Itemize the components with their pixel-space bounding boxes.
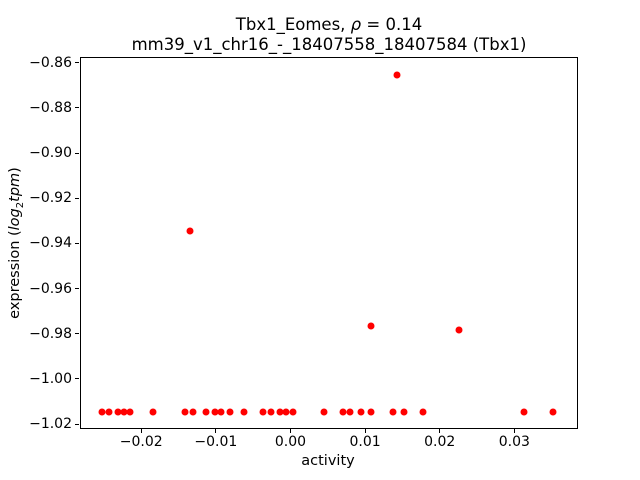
data-point bbox=[114, 408, 122, 416]
data-point bbox=[393, 71, 401, 79]
data-point bbox=[346, 408, 354, 416]
y-axis-label-log: log bbox=[7, 208, 23, 231]
y-tick-mark bbox=[75, 333, 79, 335]
y-tick-mark bbox=[75, 197, 79, 199]
y-tick-mark bbox=[75, 152, 79, 154]
x-tick-mark bbox=[289, 429, 291, 433]
data-point bbox=[367, 408, 375, 416]
y-tick-mark bbox=[75, 107, 79, 109]
y-tick-label: −1.02 bbox=[29, 416, 72, 433]
y-tick-mark bbox=[75, 62, 79, 64]
x-tick-mark bbox=[364, 429, 366, 433]
data-point bbox=[549, 408, 557, 416]
data-point bbox=[267, 408, 275, 416]
y-tick-label: −0.94 bbox=[29, 235, 72, 252]
data-point bbox=[400, 408, 408, 416]
y-tick-label: −0.96 bbox=[29, 280, 72, 297]
y-tick-mark bbox=[75, 378, 79, 380]
x-tick-mark bbox=[215, 429, 217, 433]
y-tick-mark bbox=[75, 242, 79, 244]
data-point bbox=[181, 408, 189, 416]
data-point bbox=[98, 408, 106, 416]
data-point bbox=[202, 408, 210, 416]
y-tick-label: −0.86 bbox=[29, 54, 72, 71]
data-point bbox=[105, 408, 113, 416]
title-gene-pair: Tbx1_Eomes, bbox=[235, 15, 351, 34]
title-rho-symbol: ρ bbox=[350, 15, 362, 34]
data-point bbox=[320, 408, 328, 416]
data-point bbox=[120, 408, 128, 416]
data-point bbox=[455, 326, 463, 334]
x-tick-mark bbox=[140, 429, 142, 433]
x-tick-mark bbox=[439, 429, 441, 433]
x-tick-mark bbox=[513, 429, 515, 433]
data-point bbox=[282, 408, 290, 416]
data-point bbox=[389, 408, 397, 416]
data-point bbox=[357, 408, 365, 416]
data-point bbox=[240, 408, 248, 416]
data-point bbox=[186, 227, 194, 235]
data-point bbox=[217, 408, 225, 416]
x-tick-label: −0.01 bbox=[194, 434, 238, 450]
data-point bbox=[289, 408, 297, 416]
data-point bbox=[149, 408, 157, 416]
chart-title: Tbx1_Eomes, ρ = 0.14 mm39_v1_chr16_-_184… bbox=[80, 15, 578, 54]
chart-title-line2: mm39_v1_chr16_-_18407558_18407584 (Tbx1) bbox=[131, 34, 527, 54]
data-point bbox=[367, 322, 375, 330]
y-tick-label: −0.98 bbox=[29, 325, 72, 342]
data-point bbox=[520, 408, 528, 416]
data-point bbox=[339, 408, 347, 416]
y-tick-label: −0.90 bbox=[29, 145, 72, 162]
y-axis-label-paren: ) bbox=[7, 167, 23, 173]
y-tick-label: −0.88 bbox=[29, 99, 72, 116]
x-tick-label: 0.01 bbox=[349, 434, 381, 450]
title-rho-value: = 0.14 bbox=[361, 15, 423, 34]
y-tick-mark bbox=[75, 288, 79, 290]
x-tick-label: 0.03 bbox=[498, 434, 530, 450]
plot-area bbox=[80, 57, 578, 429]
x-tick-label: −0.02 bbox=[119, 434, 163, 450]
data-point bbox=[226, 408, 233, 416]
data-point bbox=[189, 408, 197, 416]
data-point bbox=[126, 408, 134, 416]
data-point bbox=[211, 408, 219, 416]
data-point bbox=[419, 408, 427, 416]
chart-title-line1: Tbx1_Eomes, ρ = 0.14 bbox=[80, 15, 578, 35]
y-tick-label: −0.92 bbox=[29, 190, 72, 207]
data-point bbox=[276, 408, 283, 416]
y-tick-label: −1.00 bbox=[29, 370, 72, 387]
x-tick-label: 0.00 bbox=[274, 434, 307, 450]
data-point bbox=[259, 408, 267, 416]
x-tick-label: 0.02 bbox=[424, 434, 456, 450]
y-tick-mark bbox=[75, 423, 79, 425]
x-axis-label: activity bbox=[301, 453, 355, 469]
